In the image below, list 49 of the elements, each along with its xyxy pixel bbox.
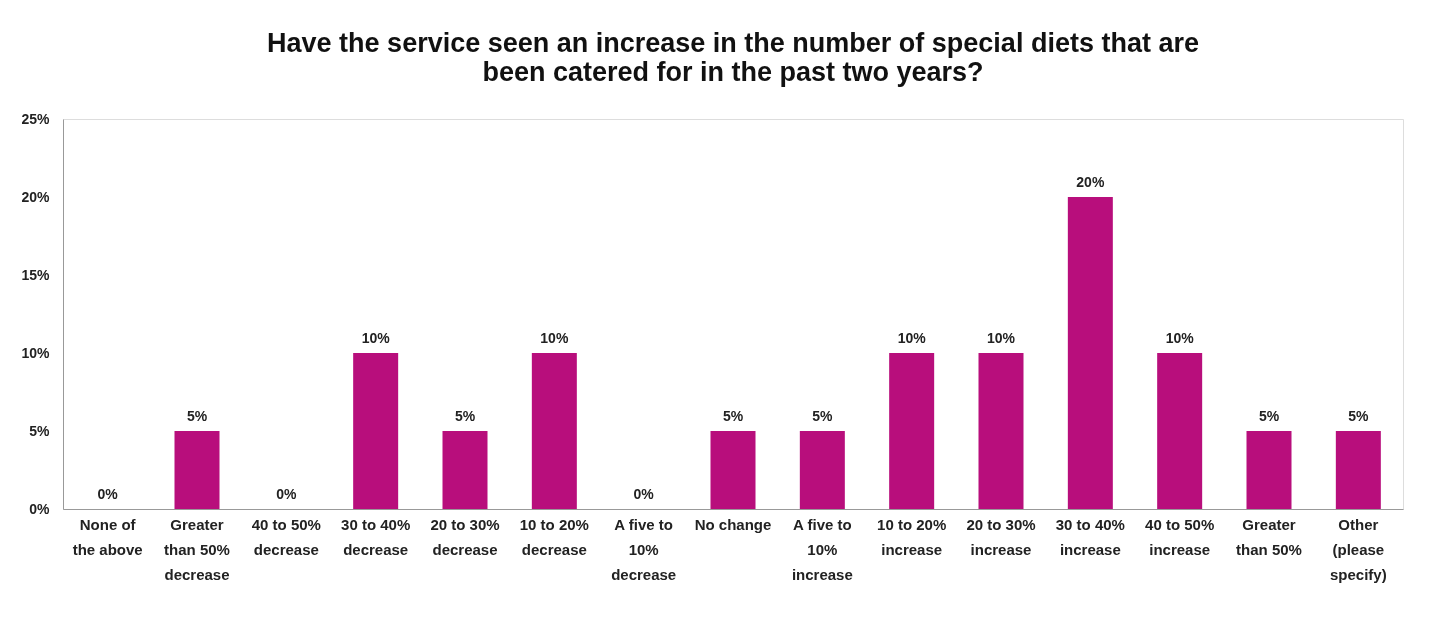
- x-tick-label: 40 to 50% decrease: [251, 515, 321, 558]
- x-tick-label: A five to 10% increase: [791, 515, 853, 583]
- x-tick-label: 10 to 20% increase: [877, 515, 947, 558]
- y-tick-label: 10%: [21, 344, 51, 361]
- chart-title: Have the service seen an increase in the number of special diets that are been catered for in the past two years?: [267, 28, 1199, 87]
- y-tick-label: 5%: [29, 422, 51, 439]
- x-tick-label: 30 to 40% increase: [1055, 515, 1125, 558]
- data-label: 5%: [1258, 408, 1280, 424]
- x-tick-label: A five to 10% decrease: [611, 515, 677, 583]
- data-label: 10%: [986, 330, 1016, 346]
- bar: [1335, 431, 1381, 509]
- x-tick-label: 20 to 30% increase: [966, 515, 1036, 558]
- x-tick-label: Greater than 50%: [1236, 515, 1302, 558]
- data-label: 0%: [97, 486, 119, 502]
- bar: [353, 353, 399, 509]
- bar: [1246, 431, 1292, 509]
- x-tick-label: 40 to 50% increase: [1145, 515, 1215, 558]
- bar: [531, 353, 577, 509]
- y-tick-label: 15%: [21, 266, 51, 283]
- data-label: 10%: [361, 330, 391, 346]
- data-label: 10%: [897, 330, 927, 346]
- data-label: 10%: [540, 330, 569, 346]
- y-tick-label: 0%: [29, 500, 51, 517]
- data-label: 5%: [186, 408, 208, 424]
- data-label: 20%: [1076, 174, 1105, 190]
- bar: [889, 353, 935, 509]
- bar: [1157, 353, 1203, 509]
- y-tick-label: 25%: [21, 110, 51, 127]
- data-label: 0%: [633, 486, 655, 502]
- y-tick-label: 20%: [21, 188, 51, 205]
- x-tick-label: No change: [694, 515, 772, 533]
- data-label: 5%: [812, 408, 833, 424]
- data-label: 5%: [454, 408, 476, 424]
- x-tick-label: 20 to 30% decrease: [430, 515, 500, 558]
- x-tick-label: None of the above: [72, 515, 143, 558]
- x-tick-label: 10 to 20% decrease: [519, 515, 589, 558]
- data-label: 10%: [1165, 330, 1195, 346]
- bar: [174, 431, 220, 509]
- bar: [1067, 197, 1113, 509]
- data-label: 5%: [722, 408, 744, 424]
- data-label: 5%: [1348, 408, 1369, 424]
- bar: [442, 431, 488, 509]
- x-tick-label: Greater than 50% decrease: [164, 515, 230, 583]
- x-tick-label: Other (please specify): [1329, 515, 1387, 583]
- data-label: 0%: [276, 486, 297, 502]
- x-tick-label: 30 to 40% decrease: [341, 515, 411, 558]
- bar: [978, 353, 1024, 509]
- bar: [710, 431, 756, 509]
- bar: [799, 431, 845, 509]
